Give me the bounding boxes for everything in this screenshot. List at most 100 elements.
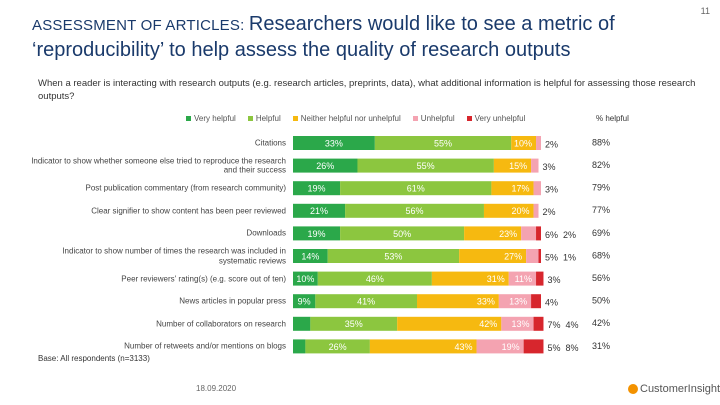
data-label: 43% [455, 342, 473, 352]
legend-swatch [247, 116, 253, 121]
data-label: 21% [310, 206, 328, 216]
data-label: 5% [547, 343, 560, 353]
date: 18.09.2020 [196, 384, 237, 393]
data-label: 33% [477, 297, 495, 307]
category-label: Downloads [246, 228, 286, 238]
data-label: 61% [407, 184, 425, 194]
bar-segment [476, 339, 524, 354]
bar-segment [536, 226, 541, 241]
data-label: 55% [434, 138, 452, 148]
bar-segment [293, 271, 318, 286]
bar-segment [345, 203, 484, 218]
data-label: 9% [298, 297, 311, 307]
category-label: Number of collaborators on research [156, 319, 286, 329]
data-label: 50% [393, 229, 411, 239]
bar-segment [526, 249, 539, 263]
legend-label: Unhelpful [420, 114, 455, 123]
legend: Very helpful Helpful Neither helpful nor u… [186, 114, 525, 123]
percent-helpful: 69% [592, 228, 610, 238]
legend-swatch [186, 116, 191, 121]
bar-segment [536, 136, 541, 150]
bar-segment [397, 316, 502, 331]
brand-icon [628, 384, 638, 394]
category-label: Post publication commentary (from resear… [85, 183, 286, 193]
brand: CustomerInsights [640, 383, 720, 395]
bar-segment [293, 249, 328, 263]
data-label: 11% [515, 274, 532, 284]
bar-segment [305, 339, 370, 354]
data-label: 6% [545, 230, 558, 240]
bar-segment [491, 181, 534, 196]
data-label: 4% [545, 298, 558, 308]
bar-segment [511, 136, 537, 150]
subtitle: When a reader is interacting with resear… [38, 78, 696, 102]
category-label: Number of retweets and/or mentions on bl… [124, 341, 286, 351]
data-label: 19% [502, 342, 520, 352]
data-label: 26% [329, 342, 347, 352]
category-label: Peer reviewers' rating(s) (e.g. score ou… [121, 273, 286, 283]
bar-segment [315, 294, 417, 309]
percent-helpful: 88% [592, 137, 610, 147]
title-block: ASSESSMENT OF ARTICLES: Researchers woul… [32, 12, 672, 64]
percent-helpful: 68% [592, 250, 610, 260]
category-label: Indicator to show number of times the re… [62, 246, 286, 266]
percent-helpful: 42% [592, 318, 610, 328]
data-label: 41% [357, 297, 375, 307]
data-label: 53% [384, 251, 402, 261]
bar-segment [498, 294, 532, 309]
percent-helpful: 77% [592, 205, 610, 215]
category-label: Indicator to show whether someone else t… [31, 156, 286, 175]
data-label: 2% [563, 230, 576, 240]
percent-helpful: 56% [592, 273, 610, 283]
data-label: 19% [308, 184, 326, 194]
data-label: 17% [512, 184, 530, 194]
data-label: 55% [417, 161, 435, 171]
bar-segment [523, 339, 544, 354]
bar-segment [293, 316, 311, 331]
data-label: 27% [504, 251, 522, 261]
data-label: 3% [547, 275, 560, 285]
bar-segment [340, 181, 492, 196]
bar-segment [327, 249, 460, 263]
bar-segment [538, 249, 541, 263]
bar-segment [431, 271, 509, 286]
bar-segment [293, 158, 358, 173]
bar-segment [369, 339, 477, 354]
page-number: 11 [700, 6, 710, 16]
data-label: 35% [345, 319, 363, 329]
category-label: News articles in popular press [179, 296, 286, 306]
data-label: 4% [565, 320, 578, 330]
legend-item: Very helpful [186, 114, 236, 123]
bar-segment [533, 203, 539, 218]
bar-segment [417, 294, 499, 309]
legend-label: Neither helpful nor unhelpful [300, 114, 401, 123]
legend-label: Helpful [255, 114, 281, 123]
data-label: 5% [545, 252, 558, 262]
data-label: 31% [487, 274, 505, 284]
legend-item: Unhelpful [412, 114, 455, 123]
bar-segment [374, 136, 512, 150]
data-label: 15% [509, 161, 527, 171]
bar-segment [508, 271, 537, 286]
legend-item: Helpful [247, 114, 281, 123]
bar-segment [501, 316, 534, 331]
bar-segment [459, 249, 527, 263]
data-label: 2% [545, 139, 558, 149]
data-label: 13% [512, 319, 530, 329]
data-label: 8% [565, 343, 578, 353]
bar-segment [310, 316, 398, 331]
bar-segment [293, 136, 375, 150]
bar-segment [531, 294, 541, 309]
data-label: 14% [301, 251, 319, 261]
percent-helpful: 31% [592, 341, 610, 351]
percent-helpful: 50% [592, 296, 610, 306]
bar-segment [293, 226, 341, 241]
bar-segment [533, 181, 541, 196]
legend-swatch [466, 116, 472, 121]
category-label: Clear signifier to show content has been… [91, 206, 286, 216]
data-label: 33% [325, 138, 343, 148]
data-label: 7% [547, 320, 560, 330]
bar-segment [293, 339, 306, 354]
bar-segment [521, 226, 537, 241]
